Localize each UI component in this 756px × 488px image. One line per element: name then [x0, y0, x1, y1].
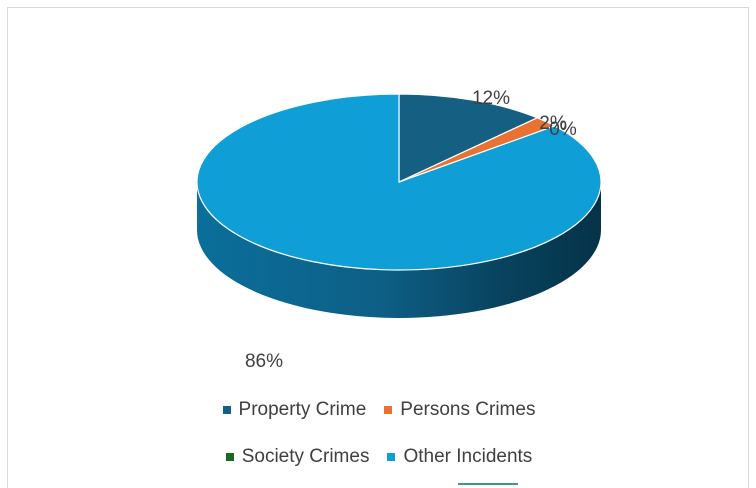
- data-label-society-crimes: 0%: [549, 119, 577, 140]
- chart-area: 12% 2% 0% 86% Property Crime Persons Crimes…: [7, 7, 749, 488]
- pie-side-layer: [197, 182, 601, 318]
- legend-label-other-incidents: Other Incidents: [403, 446, 533, 467]
- legend-item-property-crime: Property Crime: [222, 399, 367, 421]
- bottom-tab-indicator: [458, 483, 518, 485]
- legend-label-persons-crimes: Persons Crimes: [400, 399, 536, 420]
- pie-top-layer: [196, 93, 602, 271]
- pie-side-other-incidents: [197, 182, 601, 318]
- legend-item-persons-crimes: Persons Crimes: [384, 399, 535, 421]
- legend-label-society-crimes: Society Crimes: [241, 446, 370, 467]
- pie-slice-other-incidents: [196, 93, 602, 271]
- legend-item-society-crimes: Society Crimes: [225, 446, 370, 468]
- data-label-other-incidents: 86%: [245, 351, 283, 368]
- legend-label-property-crime: Property Crime: [238, 399, 367, 420]
- legend-swatch-society-crimes: [225, 453, 234, 461]
- pie-chart: 12% 2%0% 86%: [196, 88, 602, 368]
- legend-swatch-property-crime: [222, 406, 231, 414]
- legend-swatch-persons-crimes: [384, 406, 393, 414]
- data-label-persons-crimes: 2%: [539, 113, 567, 134]
- legend-row-1: Property Crime Persons Crimes: [8, 399, 750, 421]
- data-label-property-crime: 12%: [472, 88, 510, 109]
- pie-slice-property-crime: [398, 93, 539, 183]
- legend-item-other-incidents: Other Incidents: [387, 446, 532, 468]
- legend-swatch-other-incidents: [387, 453, 396, 461]
- pie-data-labels: 12% 2%0% 86%: [245, 88, 577, 368]
- legend-row-2: Society Crimes Other Incidents: [8, 446, 750, 468]
